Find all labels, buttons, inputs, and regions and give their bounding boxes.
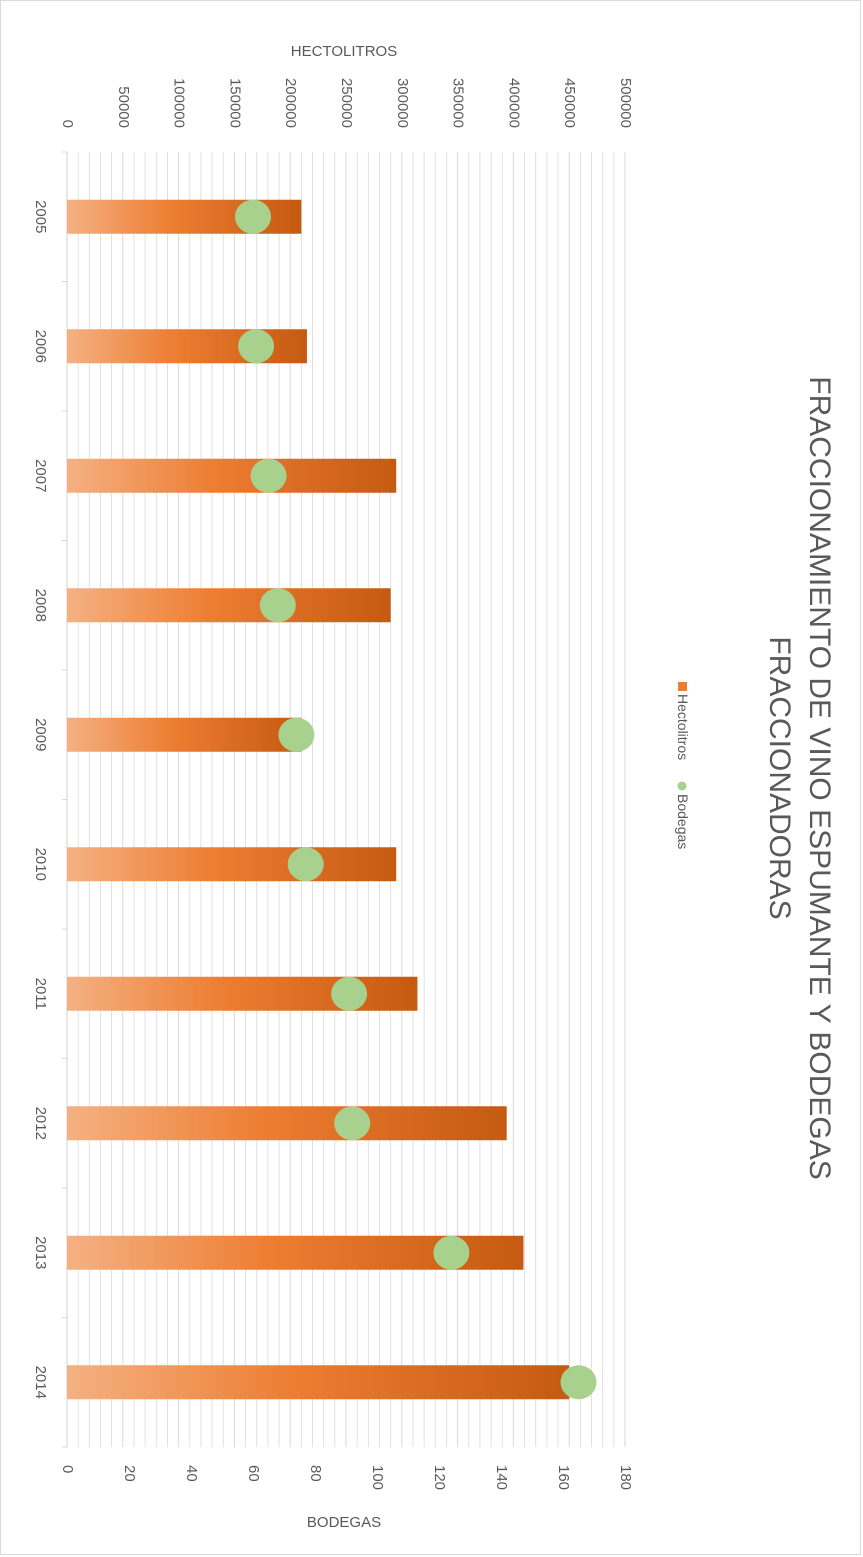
hectolitros-tick-label: 350000 xyxy=(450,78,467,128)
category-label-2009: 2009 xyxy=(32,718,49,751)
hectolitros-tick-label: 50000 xyxy=(115,86,132,128)
category-label-2013: 2013 xyxy=(32,1236,49,1269)
legend-label-hectolitros: Hectolitros xyxy=(675,694,691,760)
bodegas-tick-label: 180 xyxy=(617,1465,634,1490)
bar-hectolitros-2009 xyxy=(67,717,302,752)
marker-bodegas-2009 xyxy=(278,717,315,752)
marker-series-bodegas xyxy=(235,199,597,1400)
category-label-2007: 2007 xyxy=(32,459,49,492)
legend-swatch-bodegas xyxy=(677,781,687,791)
bodegas-tick-label: 140 xyxy=(493,1465,510,1490)
hectolitros-axis-ticks: 0 50000 100000 150000 200000 250000 300000 3500… xyxy=(59,78,634,128)
bodegas-tick-label: 40 xyxy=(183,1465,200,1482)
hectolitros-axis-title: HECTOLITROS xyxy=(291,43,397,60)
category-labels: 2005 2006 2007 2008 2009 2010 2011 2012 2013 2014 xyxy=(32,200,49,1399)
hectolitros-tick-label: 0 xyxy=(59,120,76,128)
legend: Hectolitros Bodegas xyxy=(675,682,691,849)
bodegas-tick-label: 100 xyxy=(369,1465,386,1490)
bodegas-tick-label: 160 xyxy=(555,1465,572,1490)
gridlines xyxy=(62,151,626,1448)
bar-series-hectolitros xyxy=(67,199,570,1400)
marker-bodegas-2011 xyxy=(331,976,368,1011)
bodegas-tick-label: 0 xyxy=(59,1465,76,1473)
hectolitros-tick-label: 250000 xyxy=(338,78,355,128)
bar-hectolitros-2010 xyxy=(67,847,397,882)
marker-bodegas-2013 xyxy=(433,1235,470,1270)
legend-swatch-hectolitros xyxy=(678,682,687,691)
marker-bodegas-2006 xyxy=(238,329,275,364)
marker-bodegas-2012 xyxy=(334,1106,371,1141)
marker-bodegas-2008 xyxy=(259,588,296,623)
category-label-2010: 2010 xyxy=(32,848,49,881)
hectolitros-tick-label: 150000 xyxy=(226,78,243,128)
bodegas-axis-ticks: 0 20 40 60 80 100 120 140 160 180 xyxy=(59,1465,634,1490)
category-label-2011: 2011 xyxy=(32,978,49,1010)
bar-hectolitros-2007 xyxy=(67,458,397,493)
hectolitros-tick-label: 100000 xyxy=(171,78,188,128)
bar-hectolitros-2008 xyxy=(67,588,391,623)
chart-title-line-1: FRACCIONAMIENTO DE VINO ESPUMANTE Y BODE… xyxy=(803,376,836,1179)
category-label-2006: 2006 xyxy=(32,330,49,363)
category-label-2012: 2012 xyxy=(32,1107,49,1140)
bodegas-tick-label: 20 xyxy=(121,1465,138,1482)
hectolitros-tick-label: 450000 xyxy=(561,78,578,128)
bodegas-tick-label: 80 xyxy=(307,1465,324,1482)
chart-title-line-2: FRACCIONADORAS xyxy=(763,636,796,919)
category-label-2005: 2005 xyxy=(32,200,49,233)
marker-bodegas-2014 xyxy=(560,1365,597,1400)
category-label-2008: 2008 xyxy=(32,589,49,622)
marker-bodegas-2005 xyxy=(235,199,271,234)
legend-label-bodegas: Bodegas xyxy=(675,794,691,849)
category-label-2014: 2014 xyxy=(32,1366,49,1399)
hectolitros-tick-label: 400000 xyxy=(505,78,522,128)
bodegas-axis-title: BODEGAS xyxy=(307,1514,381,1531)
chart-title: FRACCIONAMIENTO DE VINO ESPUMANTE Y BODE… xyxy=(763,376,836,1179)
hectolitros-tick-label: 300000 xyxy=(394,78,411,128)
marker-bodegas-2007 xyxy=(250,458,287,493)
hectolitros-tick-label: 500000 xyxy=(617,78,634,128)
hectolitros-tick-label: 200000 xyxy=(282,78,299,128)
bodegas-tick-label: 120 xyxy=(431,1465,448,1490)
marker-bodegas-2010 xyxy=(287,847,324,882)
bar-hectolitros-2014 xyxy=(67,1365,570,1400)
bar-hectolitros-2012 xyxy=(67,1106,507,1141)
bodegas-tick-label: 60 xyxy=(245,1465,262,1482)
